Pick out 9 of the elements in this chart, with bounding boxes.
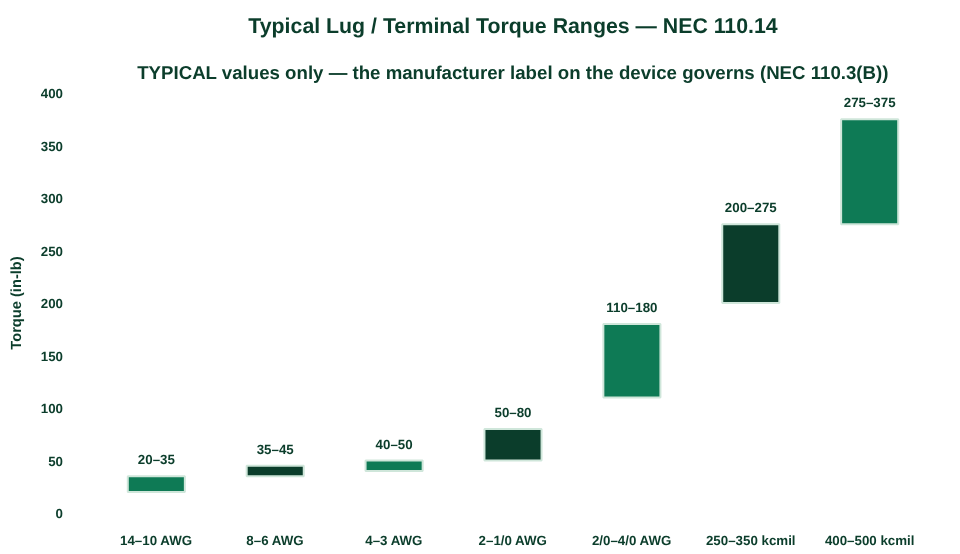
bar [245,464,305,478]
chart-subtitle: TYPICAL values only — the manufacturer label on the device governs (NEC 110.3(B)) [137,63,889,83]
bar [483,428,543,462]
bar [840,118,900,226]
chart-title: Typical Lug / Terminal Torque Ranges — NEC 110.14 [248,15,778,39]
bar [602,323,662,399]
bar [126,475,186,493]
bar [721,223,781,304]
bar [364,459,424,472]
